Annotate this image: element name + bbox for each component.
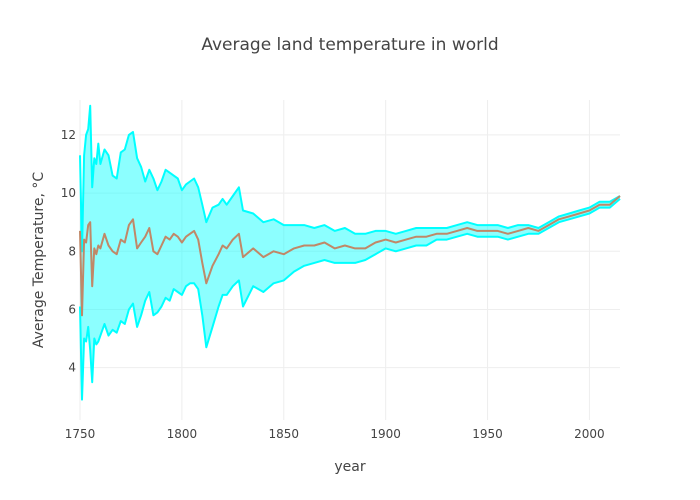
gridlines — [79, 100, 620, 420]
chart-title: Average land temperature in world — [201, 35, 498, 55]
y-tick-label: 12 — [61, 128, 76, 142]
lower-bound-line — [79, 198, 621, 401]
y-tick-label: 6 — [68, 302, 76, 316]
x-tick-label: 1800 — [167, 427, 198, 441]
y-tick-label: 4 — [68, 361, 76, 375]
x-tick-label: 2000 — [574, 427, 605, 441]
y-axis-ticks: 4 6 8 10 12 — [61, 128, 76, 375]
x-tick-label: 1750 — [65, 427, 96, 441]
mean-temperature-line — [79, 195, 621, 317]
y-tick-label: 8 — [68, 244, 76, 258]
y-axis-title: Average Temperature, °C — [31, 172, 47, 349]
uncertainty-area — [80, 105, 620, 400]
x-tick-label: 1900 — [370, 427, 401, 441]
uncertainty-band — [80, 105, 620, 400]
x-tick-label: 1850 — [269, 427, 300, 441]
y-tick-label: 10 — [61, 186, 76, 200]
x-axis-ticks: 1750 1800 1850 1900 1950 2000 — [65, 427, 605, 441]
x-axis-title: year — [334, 459, 365, 475]
upper-bound-line — [79, 104, 621, 253]
series-lines — [79, 104, 621, 401]
x-tick-label: 1950 — [472, 427, 503, 441]
